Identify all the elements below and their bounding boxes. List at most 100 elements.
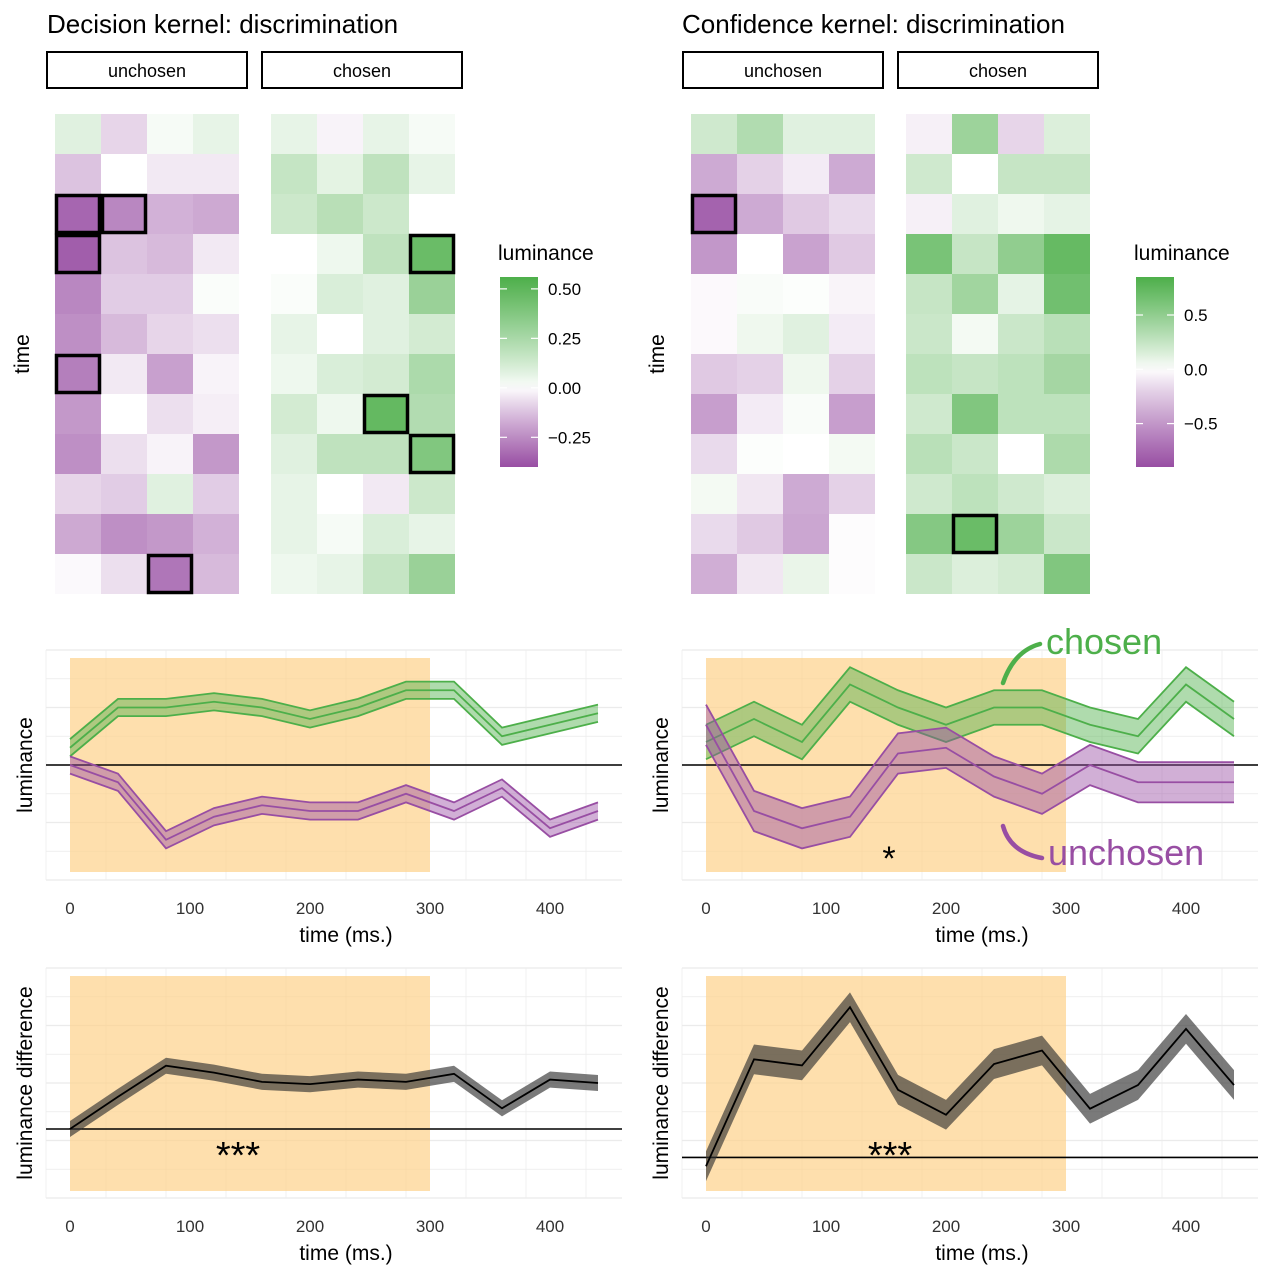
ribbon-difference (70, 1057, 598, 1138)
heatmap-cell (147, 194, 193, 234)
ribbon-chosen (706, 667, 1234, 760)
panel-title: Confidence kernel: discrimination (682, 9, 1065, 39)
confidence-lines: 0 100 200 300 400 time (ms.) luminance * chosen u… (650, 621, 1258, 947)
heatmap-cell (783, 314, 829, 354)
legend-tick-label: 0.0 (1184, 360, 1208, 379)
heatmap-cell (906, 314, 952, 354)
x-tick-label: 100 (176, 1217, 204, 1236)
heatmap-cell (998, 554, 1044, 594)
series-label-chosen: chosen (1046, 621, 1162, 662)
heatmap-cell (952, 354, 998, 394)
heatmap-cell (783, 554, 829, 594)
line-unchosen (69, 764, 599, 841)
ribbon-edge (705, 704, 1234, 810)
heatmap-cell (737, 274, 783, 314)
heatmap-cell (1044, 274, 1090, 314)
y-axis-label: luminance (14, 717, 37, 813)
heatmap-cell (691, 234, 737, 274)
x-tick-label: 100 (812, 1217, 840, 1236)
highlight-box (54, 353, 102, 395)
heatmap-cell (317, 274, 363, 314)
heatmap-cell (829, 434, 875, 474)
heatmap-cell (998, 274, 1044, 314)
heatmap-cell (101, 354, 147, 394)
line-unchosen (705, 724, 1234, 830)
heatmap-cell (1044, 514, 1090, 554)
heatmap-cell (409, 234, 455, 274)
unchosen-label-connector (1000, 823, 1045, 861)
heatmap-cell (952, 474, 998, 514)
heatmap-cell (317, 314, 363, 354)
y-axis-label: time (646, 334, 669, 374)
heatmap-cell (55, 314, 101, 354)
heatmap-cell (363, 194, 409, 234)
heatmap-cell (363, 154, 409, 194)
heatmap-cell (691, 274, 737, 314)
heatmap-cell (55, 274, 101, 314)
heatmap-cell (363, 434, 409, 474)
panel-title: Decision kernel: discrimination (47, 9, 398, 39)
heatmap-cell (409, 434, 455, 474)
heatmap-cell (317, 554, 363, 594)
heatmap-cell (363, 234, 409, 274)
heatmap-cell (737, 194, 783, 234)
heatmap-cell (193, 314, 239, 354)
significance-marker: * (882, 840, 895, 878)
heatmap-cell (952, 434, 998, 474)
heatmap-cell (271, 474, 317, 514)
heatmap-cell (409, 474, 455, 514)
highlight-box (408, 433, 456, 475)
heatmap-cell (737, 114, 783, 154)
heatmap-cell (317, 514, 363, 554)
heatmap-cell (783, 434, 829, 474)
heatmap-cell (952, 194, 998, 234)
x-tick-label: 400 (536, 1217, 564, 1236)
heatmap-cell (101, 434, 147, 474)
heatmap-cell (998, 234, 1044, 274)
heatmap-cell (147, 154, 193, 194)
ribbon-edge (705, 700, 1235, 761)
heatmap-cell (1044, 114, 1090, 154)
heatmap-cell (147, 474, 193, 514)
decision-heatmap: Decision kernel: discrimination time uncho… (11, 9, 594, 595)
heatmap-cell (952, 394, 998, 434)
heatmap-cell (363, 274, 409, 314)
highlight-box (146, 553, 194, 595)
heatmap-cell (363, 314, 409, 354)
heatmap-cell (409, 554, 455, 594)
heatmap-cell (271, 194, 317, 234)
heatmap-cell (147, 434, 193, 474)
heatmap-cell (906, 514, 952, 554)
x-tick-label: 400 (1172, 899, 1200, 918)
heatmap-cell (363, 354, 409, 394)
heatmap-cell (906, 234, 952, 274)
highlight-box (951, 513, 999, 555)
heatmap-cell (829, 554, 875, 594)
series-label-unchosen: unchosen (1048, 832, 1204, 873)
heatmap-cell (409, 514, 455, 554)
facet-strip (46, 51, 248, 89)
heatmap-cell (737, 554, 783, 594)
heatmap-cell (952, 154, 998, 194)
heatmap-cell (952, 314, 998, 354)
heatmap-cell (317, 394, 363, 434)
heatmap-cell (317, 434, 363, 474)
heatmap-cell (271, 394, 317, 434)
heatmap-cell (906, 194, 952, 234)
x-tick-label: 200 (932, 899, 960, 918)
x-tick-label: 200 (932, 1217, 960, 1236)
heatmap-cell (147, 314, 193, 354)
heatmap-cell (193, 554, 239, 594)
heatmap-cell (952, 114, 998, 154)
heatmap-cell (363, 114, 409, 154)
heatmap-cell (783, 514, 829, 554)
heatmap-cell (952, 274, 998, 314)
heatmap-cell (691, 514, 737, 554)
heatmap-cell (998, 354, 1044, 394)
heatmap-cell (783, 114, 829, 154)
heatmap-cell (829, 474, 875, 514)
decision-diff: 0 100 200 300 400 time (ms.) luminance differe… (14, 967, 622, 1265)
heatmap-cell (193, 194, 239, 234)
facet-strip (897, 51, 1099, 89)
x-tick-label: 300 (416, 899, 444, 918)
